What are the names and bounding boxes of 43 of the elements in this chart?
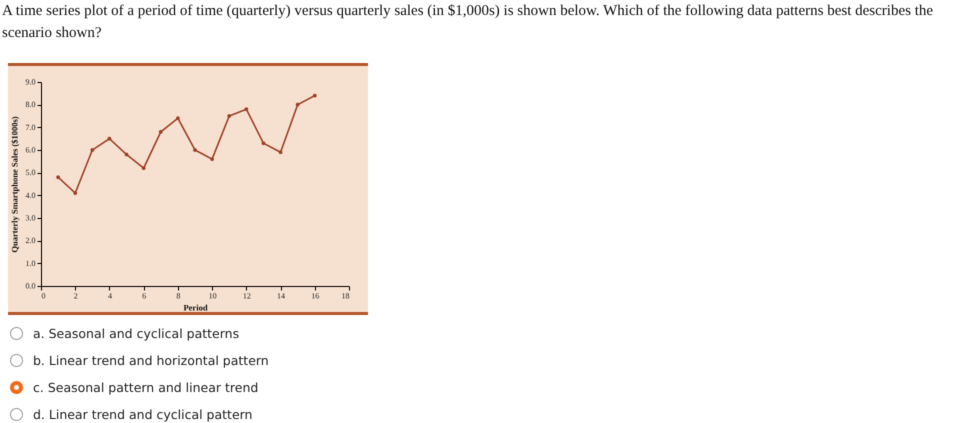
text: a. Seasonal and cyclical patterns — [33, 326, 240, 341]
point — [227, 114, 232, 118]
text: A time series plot of a period of time (quarterly) versus quarterly sales (in $1,000s) is shown below. Which of the following data patterns best describes the scenario shown? — [2, 2, 934, 43]
x-tick-label: 2 — [74, 292, 78, 300]
x-axis-title: Period — [183, 302, 208, 312]
x-tick-label: 12 — [242, 292, 251, 300]
y-tick-label: 6.0 — [26, 146, 36, 154]
y-tick-label: 8.0 — [26, 100, 36, 110]
x-tick-label: 16 — [311, 292, 320, 300]
point — [210, 157, 214, 161]
text: c. Seasonal pattern and linear trend — [33, 380, 258, 395]
x-tick-label: 10 — [208, 292, 217, 300]
text: d. Linear trend and cyclical pattern — [33, 407, 252, 422]
y-tick-label: 5.0 — [26, 168, 36, 178]
text: b. Linear trend and horizontal pattern — [33, 353, 269, 368]
point — [56, 175, 60, 180]
point — [312, 94, 317, 98]
y-tick-label: 2.0 — [26, 236, 36, 246]
point — [73, 191, 78, 195]
point — [142, 166, 146, 170]
point — [158, 130, 163, 134]
point — [296, 102, 300, 107]
y-tick-label: 1.0 — [26, 258, 36, 268]
point — [244, 107, 248, 112]
x-tick-label: 0 — [42, 292, 46, 300]
x-tick-label: 6 — [142, 292, 146, 300]
y-tick-label: 3.0 — [26, 214, 36, 222]
point — [124, 152, 128, 156]
y-tick-label: 0.0 — [26, 282, 36, 290]
point — [176, 116, 180, 120]
y-tick-label: 4.0 — [26, 190, 36, 200]
point — [90, 148, 94, 152]
point — [278, 150, 282, 154]
x-tick-label: 14 — [277, 292, 286, 300]
x-tick-label: 8 — [176, 292, 180, 300]
point — [108, 136, 112, 141]
point — [262, 141, 266, 146]
y-axis-title: Quarterly Smartphone Sales ($1000s) — [10, 116, 20, 253]
x-tick-label: 18 — [342, 292, 350, 300]
point — [193, 148, 197, 152]
y-tick-label: 9.0 — [26, 78, 36, 86]
x-tick-label: 4 — [108, 292, 112, 300]
y-tick-label: 7.0 — [26, 122, 36, 132]
